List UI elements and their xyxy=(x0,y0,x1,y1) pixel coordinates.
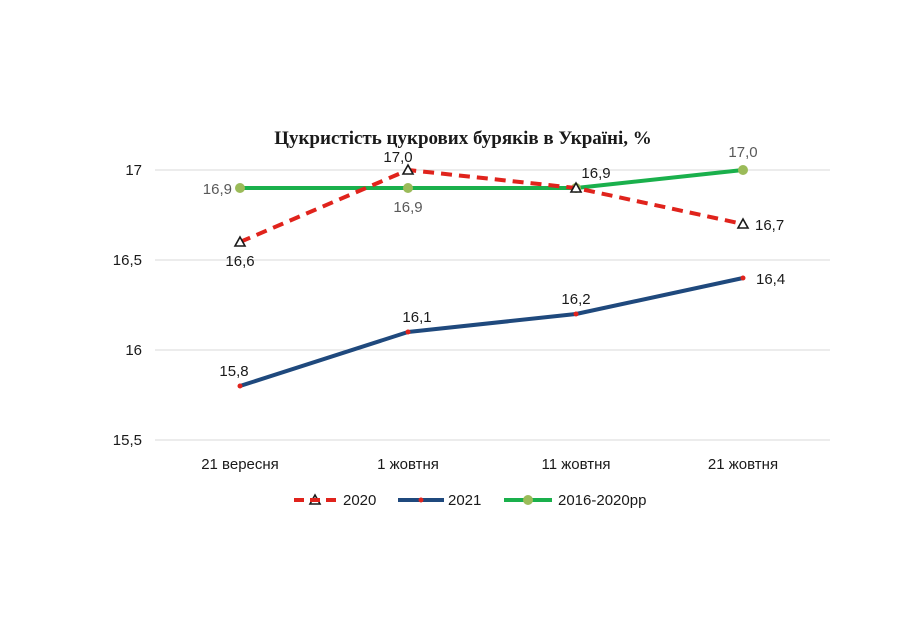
x-axis-ticks: 21 вересня 1 жовтня 11 жовтня 21 жовтня xyxy=(201,456,778,473)
chart-title: Цукристість цукрових буряків в Україні, … xyxy=(274,128,652,149)
legend-marker-2016-2020 xyxy=(523,495,533,505)
x-tick-label: 21 вересня xyxy=(201,456,279,473)
x-tick-label: 1 жовтня xyxy=(377,456,439,473)
data-label: 16,4 xyxy=(756,271,785,288)
marker-2021 xyxy=(573,311,579,317)
y-axis-ticks: 15,5 16 16,5 17 xyxy=(113,162,142,449)
series-line-2020 xyxy=(239,168,744,244)
marker-2020 xyxy=(736,217,750,229)
marker-2020 xyxy=(233,235,247,247)
series-layer xyxy=(233,163,750,505)
marker-2021 xyxy=(740,275,746,281)
marker-2016-2020 xyxy=(403,183,413,193)
legend-label-2020: 2020 xyxy=(343,492,376,509)
data-label: 16,1 xyxy=(402,309,431,326)
data-label: 16,2 xyxy=(561,291,590,308)
series-line-2016-2020 xyxy=(240,168,744,190)
grid-layer xyxy=(155,169,830,441)
y-tick-label: 16,5 xyxy=(113,252,142,269)
marker-2016-2020 xyxy=(235,183,245,193)
marker-2020 xyxy=(569,181,583,193)
data-label: 17,0 xyxy=(383,149,412,166)
legend-marker-2021 xyxy=(418,497,424,503)
data-label: 15,8 xyxy=(219,363,248,380)
data-label: 16,9 xyxy=(581,165,610,182)
series-line-2021 xyxy=(239,276,744,388)
marker-2020 xyxy=(401,163,415,175)
x-tick-label: 11 жовтня xyxy=(541,456,610,473)
data-label: 17,0 xyxy=(728,144,757,161)
x-tick-label: 21 жовтня xyxy=(708,456,778,473)
data-label: 16,9 xyxy=(393,199,422,216)
y-tick-label: 15,5 xyxy=(113,432,142,449)
data-label: 16,9 xyxy=(203,181,232,198)
data-labels: 16,6 17,0 16,9 16,7 15,8 16,1 16,2 16,4 16,9 16,9… xyxy=(203,144,785,380)
marker-2021 xyxy=(237,383,243,389)
marker-2016-2020 xyxy=(738,165,748,175)
legend: 2020 2021 2016-2020рр xyxy=(294,492,646,509)
marker-2021 xyxy=(405,329,411,335)
data-label: 16,6 xyxy=(225,253,254,270)
legend-label-2016-2020: 2016-2020рр xyxy=(558,492,646,509)
y-tick-label: 16 xyxy=(125,342,142,359)
y-tick-label: 17 xyxy=(125,162,142,179)
data-label: 16,7 xyxy=(755,217,784,234)
legend-label-2021: 2021 xyxy=(448,492,481,509)
